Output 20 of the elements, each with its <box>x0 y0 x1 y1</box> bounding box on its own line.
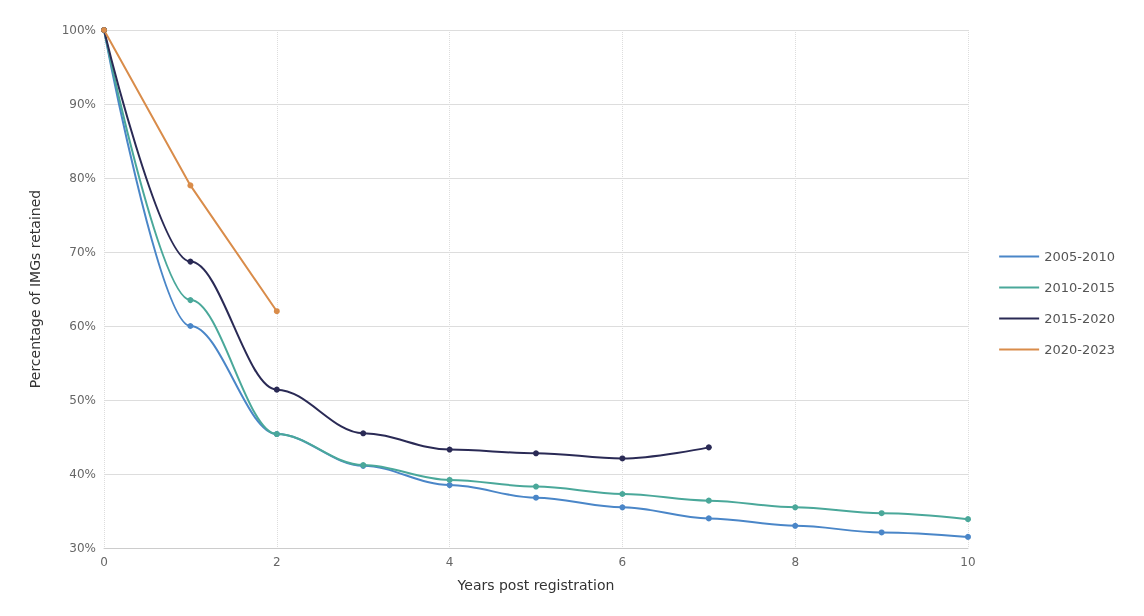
x-tick-label: 6 <box>618 555 627 569</box>
x-tick-label: 8 <box>791 555 800 569</box>
legend-label: 2020-2023 <box>1044 342 1115 357</box>
y-tick-label: 60% <box>69 319 96 333</box>
y-tick-label: 70% <box>69 245 96 259</box>
y-tick-label: 80% <box>69 171 96 185</box>
x-tick-label: 0 <box>100 555 108 569</box>
x-axis-title: Years post registration <box>456 577 615 593</box>
y-axis-title: Percentage of IMGs retained <box>27 189 43 389</box>
y-tick-label: 50% <box>69 393 96 407</box>
legend-label: 2015-2020 <box>1044 311 1115 326</box>
y-tick-label: 40% <box>69 467 96 481</box>
x-tick-label: 10 <box>960 555 976 569</box>
x-tick-label: 2 <box>272 555 281 569</box>
y-tick-label: 90% <box>69 97 96 111</box>
legend-label: 2010-2015 <box>1044 280 1115 295</box>
y-tick-label: 100% <box>61 23 96 37</box>
x-tick-label: 4 <box>445 555 454 569</box>
legend-label: 2005-2010 <box>1044 249 1115 264</box>
y-tick-label: 30% <box>69 541 96 555</box>
